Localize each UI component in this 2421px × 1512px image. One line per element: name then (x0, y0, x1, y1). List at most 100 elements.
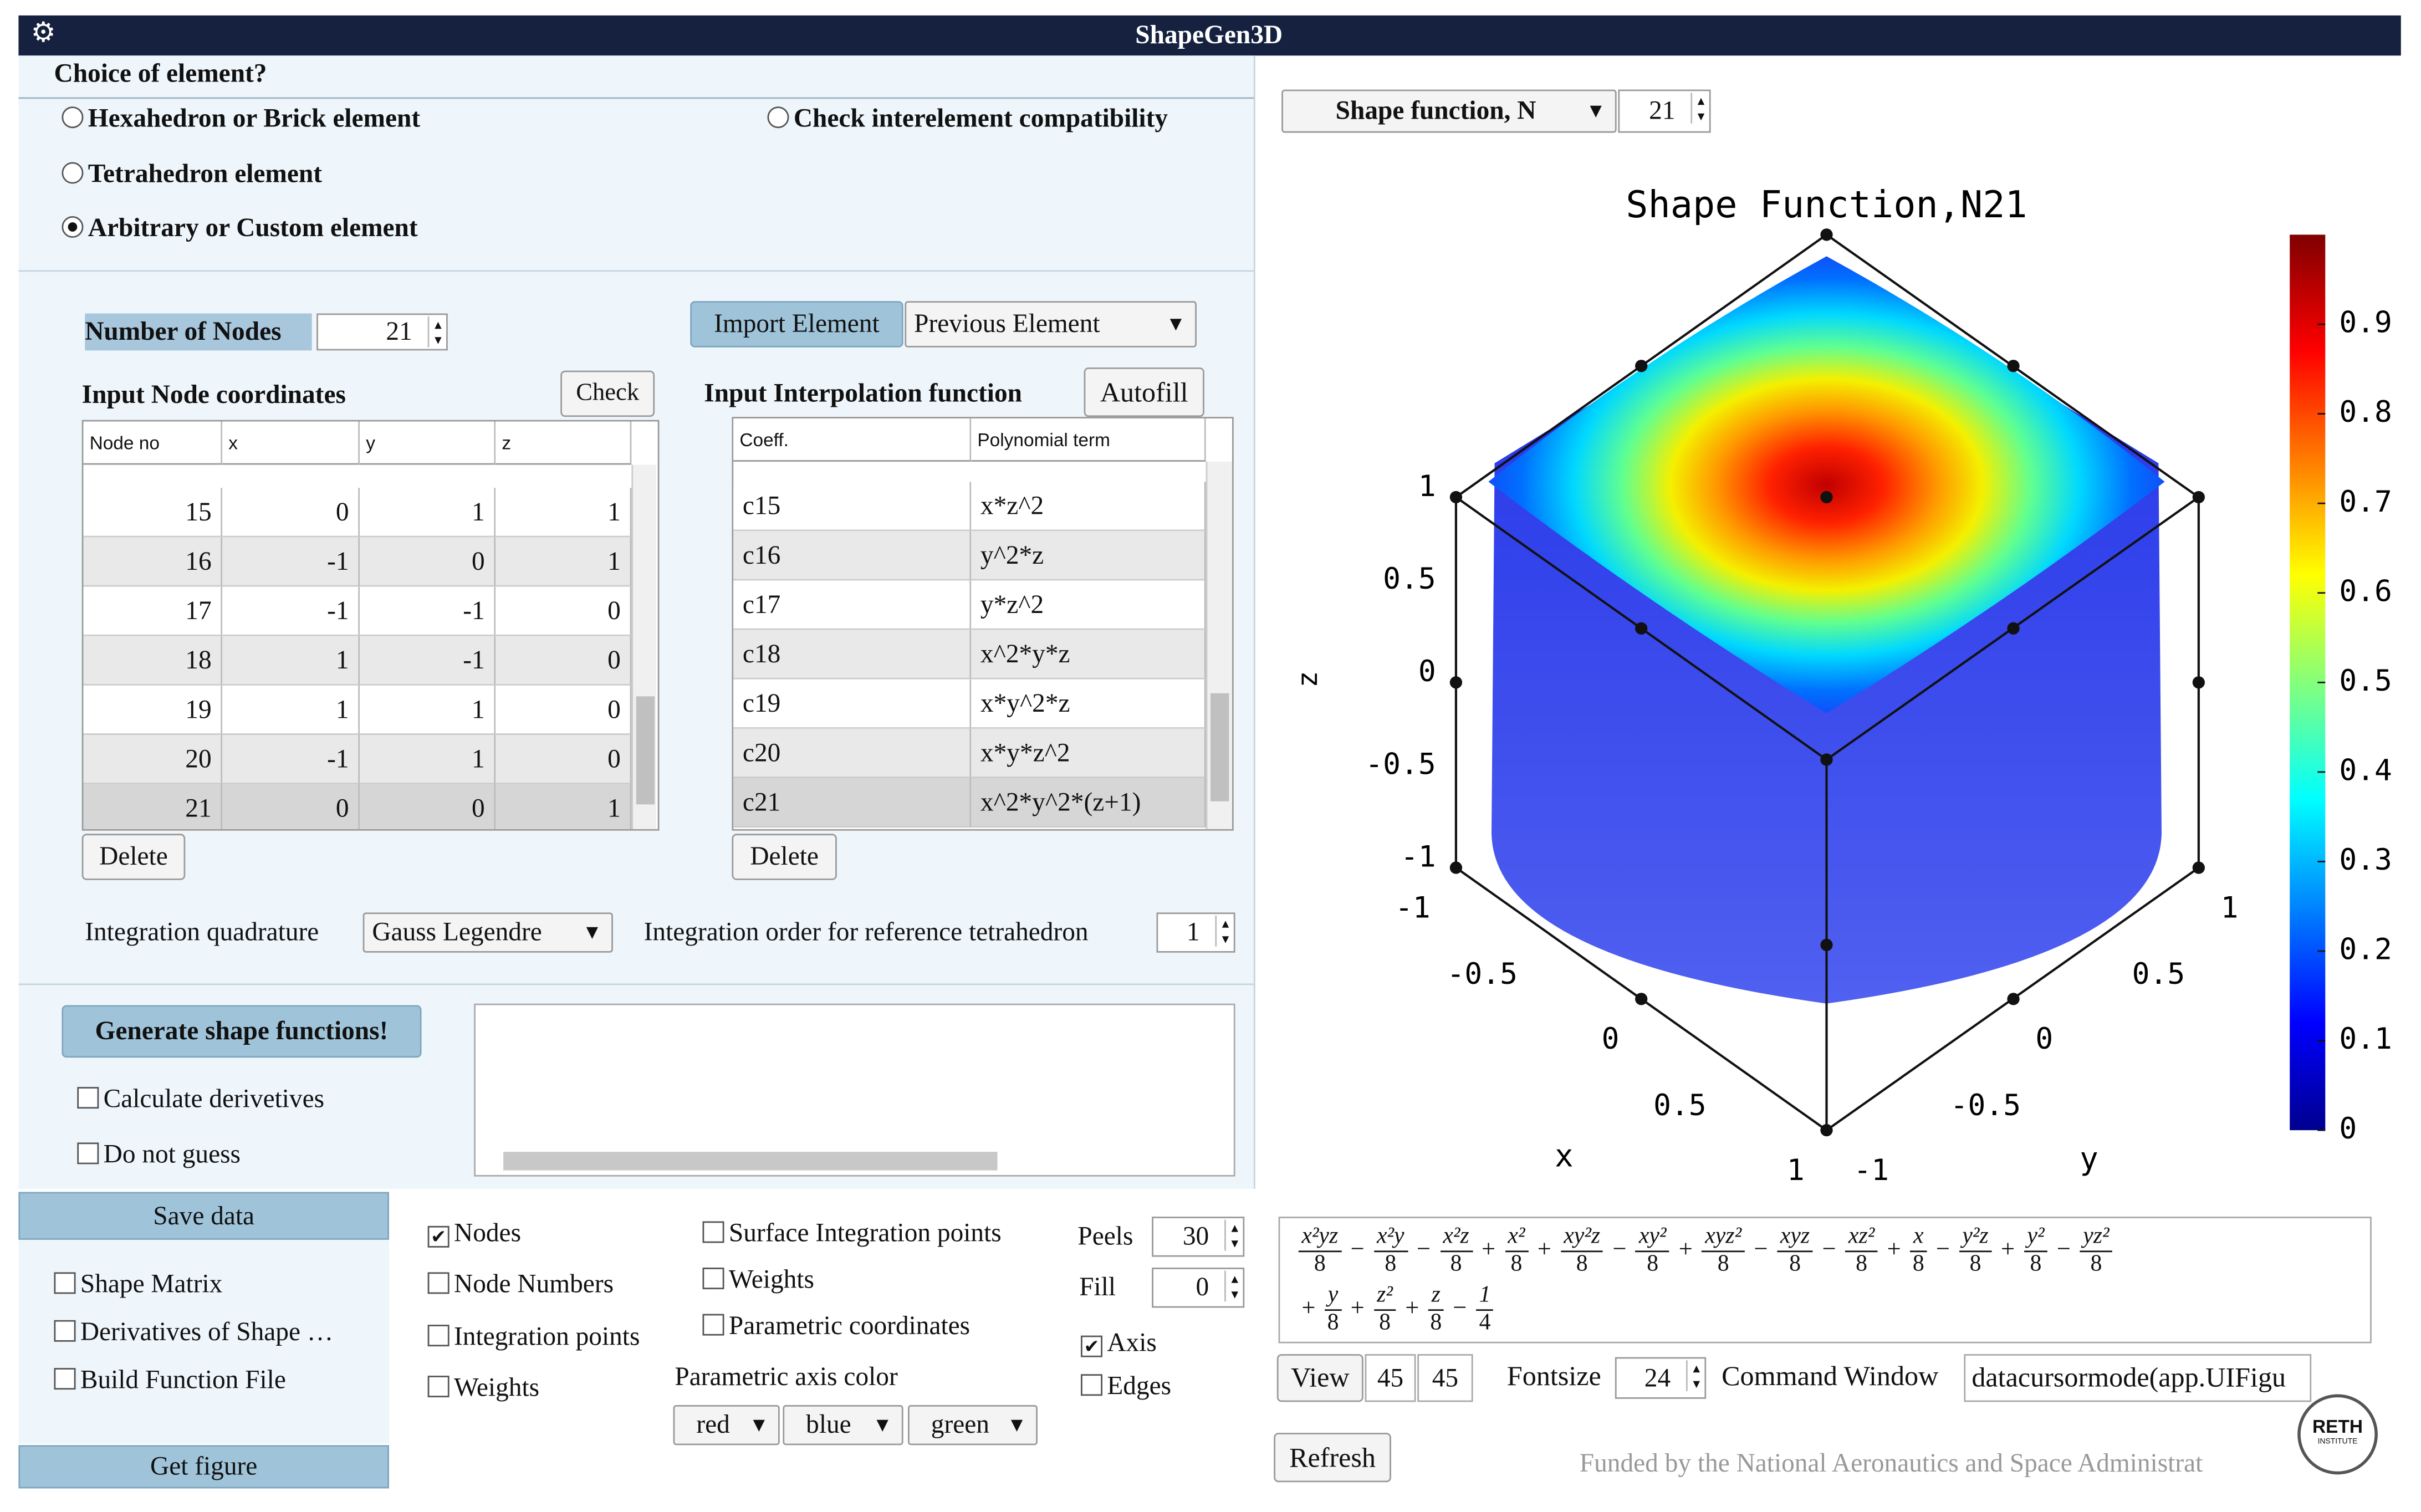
table-cell[interactable]: 15 (83, 488, 223, 538)
checkbox[interactable]: Weights (702, 1264, 814, 1295)
table-cell[interactable]: x^2*y*z (971, 630, 1206, 680)
quadrature-dropdown[interactable]: Gauss Legendre (362, 912, 613, 953)
color-dropdown[interactable]: blue (783, 1404, 903, 1445)
checkbox[interactable]: Edges (1080, 1371, 1171, 1402)
function-spinner[interactable]: 21 (1618, 89, 1711, 133)
table-cell[interactable]: x*y^2*z (971, 679, 1206, 729)
view-button[interactable]: View (1276, 1354, 1363, 1402)
table-cell[interactable]: -1 (222, 586, 360, 636)
table-cell[interactable]: -1 (360, 636, 496, 686)
table-cell[interactable]: 0 (496, 636, 632, 686)
table-cell[interactable]: x^2*y^2*(z+1) (971, 778, 1206, 828)
checkbox-box[interactable] (77, 1087, 99, 1109)
table-cell[interactable]: c19 (733, 679, 972, 729)
nodes-spinner[interactable]: 21 (316, 313, 448, 351)
peels-spinner[interactable]: 30 (1152, 1217, 1245, 1257)
checkbox[interactable]: ✔ Nodes (427, 1218, 521, 1249)
checkbox[interactable]: Build Function File (54, 1365, 286, 1396)
checkbox[interactable]: Integration points (427, 1322, 640, 1353)
refresh-button[interactable]: Refresh (1274, 1433, 1391, 1483)
table-cell[interactable]: 1 (360, 685, 496, 735)
checkbox-box[interactable]: ✔ (427, 1225, 450, 1248)
order-spinner[interactable]: 1 (1156, 912, 1235, 953)
scroll-thumb[interactable] (1210, 693, 1229, 801)
table-cell[interactable]: 0 (222, 784, 360, 829)
checkbox-box[interactable] (1080, 1374, 1102, 1396)
table-cell[interactable]: 1 (496, 784, 632, 829)
output-textarea[interactable] (474, 1003, 1235, 1177)
checkbox-box[interactable] (427, 1376, 450, 1398)
figure-button[interactable]: Get figure (18, 1445, 389, 1489)
table-cell[interactable]: y^2*z (971, 531, 1206, 581)
fill-spinner[interactable]: 0 (1152, 1268, 1245, 1308)
checkbox[interactable]: Node Numbers (427, 1269, 614, 1300)
table-cell[interactable]: 1 (222, 685, 360, 735)
table-cell[interactable]: c17 (733, 580, 972, 630)
table-cell[interactable]: -1 (222, 734, 360, 785)
app-icon[interactable]: ⚙ (30, 17, 56, 50)
checkbox[interactable]: Calculate derivetives (77, 1084, 324, 1115)
fontsize-spinner[interactable]: 24 (1615, 1357, 1707, 1399)
table-cell[interactable]: x*z^2 (971, 482, 1206, 532)
table-cell[interactable]: c16 (733, 531, 972, 581)
table-cell[interactable]: -1 (360, 586, 496, 636)
delete-button[interactable]: Delete (81, 834, 186, 880)
generate-button[interactable]: Generate shape functions! (62, 1005, 422, 1058)
table-cell[interactable]: 19 (83, 685, 223, 735)
command-input[interactable]: datacursormode(app.UIFigu (1964, 1354, 2312, 1402)
import-button[interactable]: Import Element (690, 301, 903, 348)
radio-option[interactable]: Arbitrary or Custom element (62, 213, 418, 244)
radio-option[interactable]: Check interelement compatibility (767, 104, 1168, 135)
checkbox-box[interactable] (54, 1320, 76, 1342)
save-button[interactable]: Save data (18, 1192, 389, 1240)
checkbox[interactable]: Surface Integration points (702, 1218, 1002, 1249)
checkbox-box[interactable] (702, 1314, 724, 1336)
table-cell[interactable]: y*z^2 (971, 580, 1206, 630)
checkbox-box[interactable]: ✔ (1080, 1335, 1102, 1357)
table-cell[interactable]: c18 (733, 630, 972, 680)
table-cell[interactable]: 1 (360, 734, 496, 785)
previous-dropdown[interactable]: Previous Element (905, 301, 1197, 348)
radio-option[interactable]: Hexahedron or Brick element (62, 104, 420, 135)
checkbox-box[interactable] (702, 1221, 724, 1243)
check-button[interactable]: Check (560, 370, 655, 417)
table-cell[interactable]: x*y*z^2 (971, 728, 1206, 778)
checkbox-box[interactable] (427, 1325, 450, 1347)
table-cell[interactable]: 21 (83, 784, 223, 829)
table-cell[interactable]: c20 (733, 728, 972, 778)
checkbox[interactable]: Derivatives of Shape … (54, 1317, 333, 1348)
checkbox-box[interactable] (77, 1142, 99, 1164)
table-cell[interactable]: 20 (83, 734, 223, 785)
checkbox-box[interactable] (427, 1272, 450, 1294)
table-cell[interactable]: 16 (83, 537, 223, 587)
table-cell[interactable]: 17 (83, 586, 223, 636)
table-cell[interactable]: 0 (496, 734, 632, 785)
radio-option[interactable]: Tetrahedron element (62, 159, 322, 190)
table-cell[interactable]: 0 (496, 586, 632, 636)
azimuth-input[interactable]: 45 (1365, 1354, 1416, 1402)
table-cell[interactable]: c15 (733, 482, 972, 532)
table-cell[interactable]: 0 (360, 784, 496, 829)
table-cell[interactable]: c21 (733, 778, 972, 828)
checkbox-box[interactable] (702, 1268, 724, 1290)
radio-button[interactable] (62, 216, 84, 238)
checkbox[interactable]: Weights (427, 1372, 539, 1403)
radio-button[interactable] (62, 106, 84, 129)
table-cell[interactable]: 1 (496, 488, 632, 538)
checkbox[interactable]: Parametric coordinates (702, 1311, 970, 1342)
checkbox-box[interactable] (54, 1368, 76, 1390)
table-cell[interactable]: 1 (360, 488, 496, 538)
scroll-thumb[interactable] (636, 696, 655, 805)
checkbox-box[interactable] (54, 1272, 76, 1294)
function-selector[interactable]: Shape function, N (1281, 89, 1617, 133)
table-cell[interactable]: 0 (222, 488, 360, 538)
elevation-input[interactable]: 45 (1417, 1354, 1473, 1402)
table-cell[interactable]: -1 (222, 537, 360, 587)
table-cell[interactable]: 1 (222, 636, 360, 686)
node-table[interactable]: Node no x y z 15 0 1 1 16 -1 0 1 17 -1 -1 0 18 1 -1 0 19 1 1 0 2… (81, 420, 660, 831)
interp-table[interactable]: Coeff. Polynomial term c15 x*z^2 c16 y^2*z c17… (732, 417, 1234, 831)
scrollbar[interactable] (503, 1152, 998, 1171)
checkbox[interactable]: ✔ Axis (1080, 1328, 1157, 1359)
table-cell[interactable]: 0 (496, 685, 632, 735)
table-cell[interactable]: 1 (496, 537, 632, 587)
